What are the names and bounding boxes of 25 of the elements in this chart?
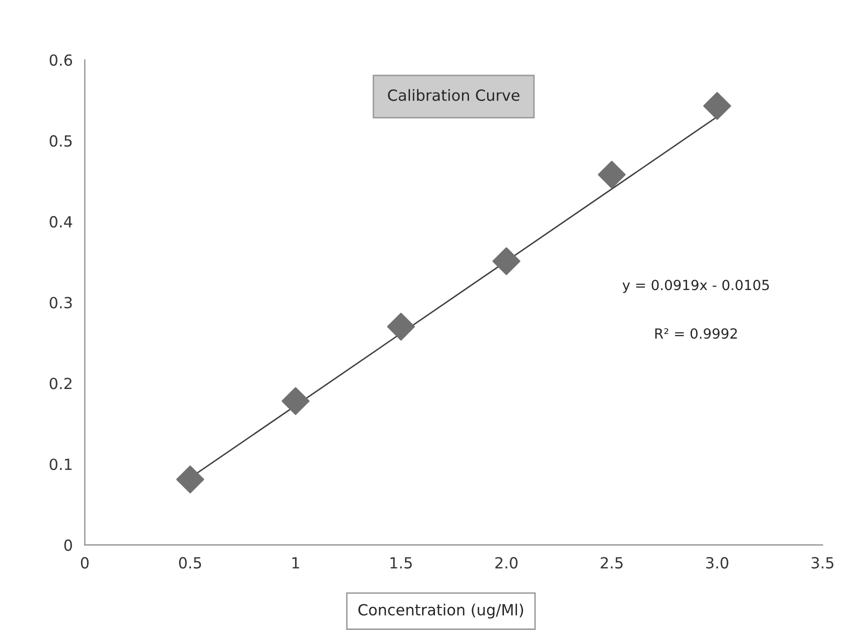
x-tick-label: 2.5 [600,557,623,569]
y-tick-label: 0.3 [50,296,72,308]
y-tick-label: 0.5 [50,135,72,147]
point [176,466,204,494]
text: Calibration Curve [388,89,520,101]
annotation: R² = 0.9992 [655,328,737,339]
x-tick-label: 3.5 [812,557,834,569]
annotation: y = 0.0919x - 0.0105 [622,280,769,293]
x-tick-label: 2.0 [495,557,518,569]
y-tick-label: 0.4 [50,216,72,228]
point [387,312,415,341]
x-tick-label: 0.5 [179,557,202,569]
x-tick-label: 1 [292,557,300,568]
x-tick-label: 1.5 [390,557,412,569]
point [703,92,732,120]
y-tick-label: 0.2 [50,378,72,390]
y-tick-label: 0 [64,539,72,551]
x-axis-title: Concentration (ug/Ml) [358,604,524,618]
y-tick-label: 0.1 [50,458,72,470]
point [282,387,310,415]
point [492,247,520,276]
point [598,160,626,189]
x-tick-label: 3.0 [706,557,728,569]
x-tick-label: 0 [80,557,89,569]
y-tick-label: 0.6 [50,54,72,66]
